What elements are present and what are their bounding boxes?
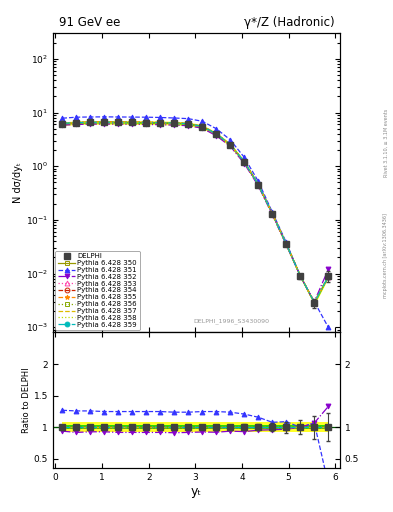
Y-axis label: Ratio to DELPHI: Ratio to DELPHI — [22, 368, 31, 433]
X-axis label: yₜ: yₜ — [191, 485, 202, 498]
Legend: DELPHI, Pythia 6.428 350, Pythia 6.428 351, Pythia 6.428 352, Pythia 6.428 353, : DELPHI, Pythia 6.428 350, Pythia 6.428 3… — [55, 250, 140, 330]
Text: DELPHI_1996_S3430090: DELPHI_1996_S3430090 — [193, 318, 269, 324]
Y-axis label: N dσ/dyₜ: N dσ/dyₜ — [13, 162, 23, 203]
Text: Rivet 3.1.10, ≥ 3.1M events: Rivet 3.1.10, ≥ 3.1M events — [384, 109, 388, 178]
Text: mcplots.cern.ch [arXiv:1306.3436]: mcplots.cern.ch [arXiv:1306.3436] — [384, 214, 388, 298]
Text: γ*/Z (Hadronic): γ*/Z (Hadronic) — [244, 16, 334, 29]
Text: 91 GeV ee: 91 GeV ee — [59, 16, 120, 29]
